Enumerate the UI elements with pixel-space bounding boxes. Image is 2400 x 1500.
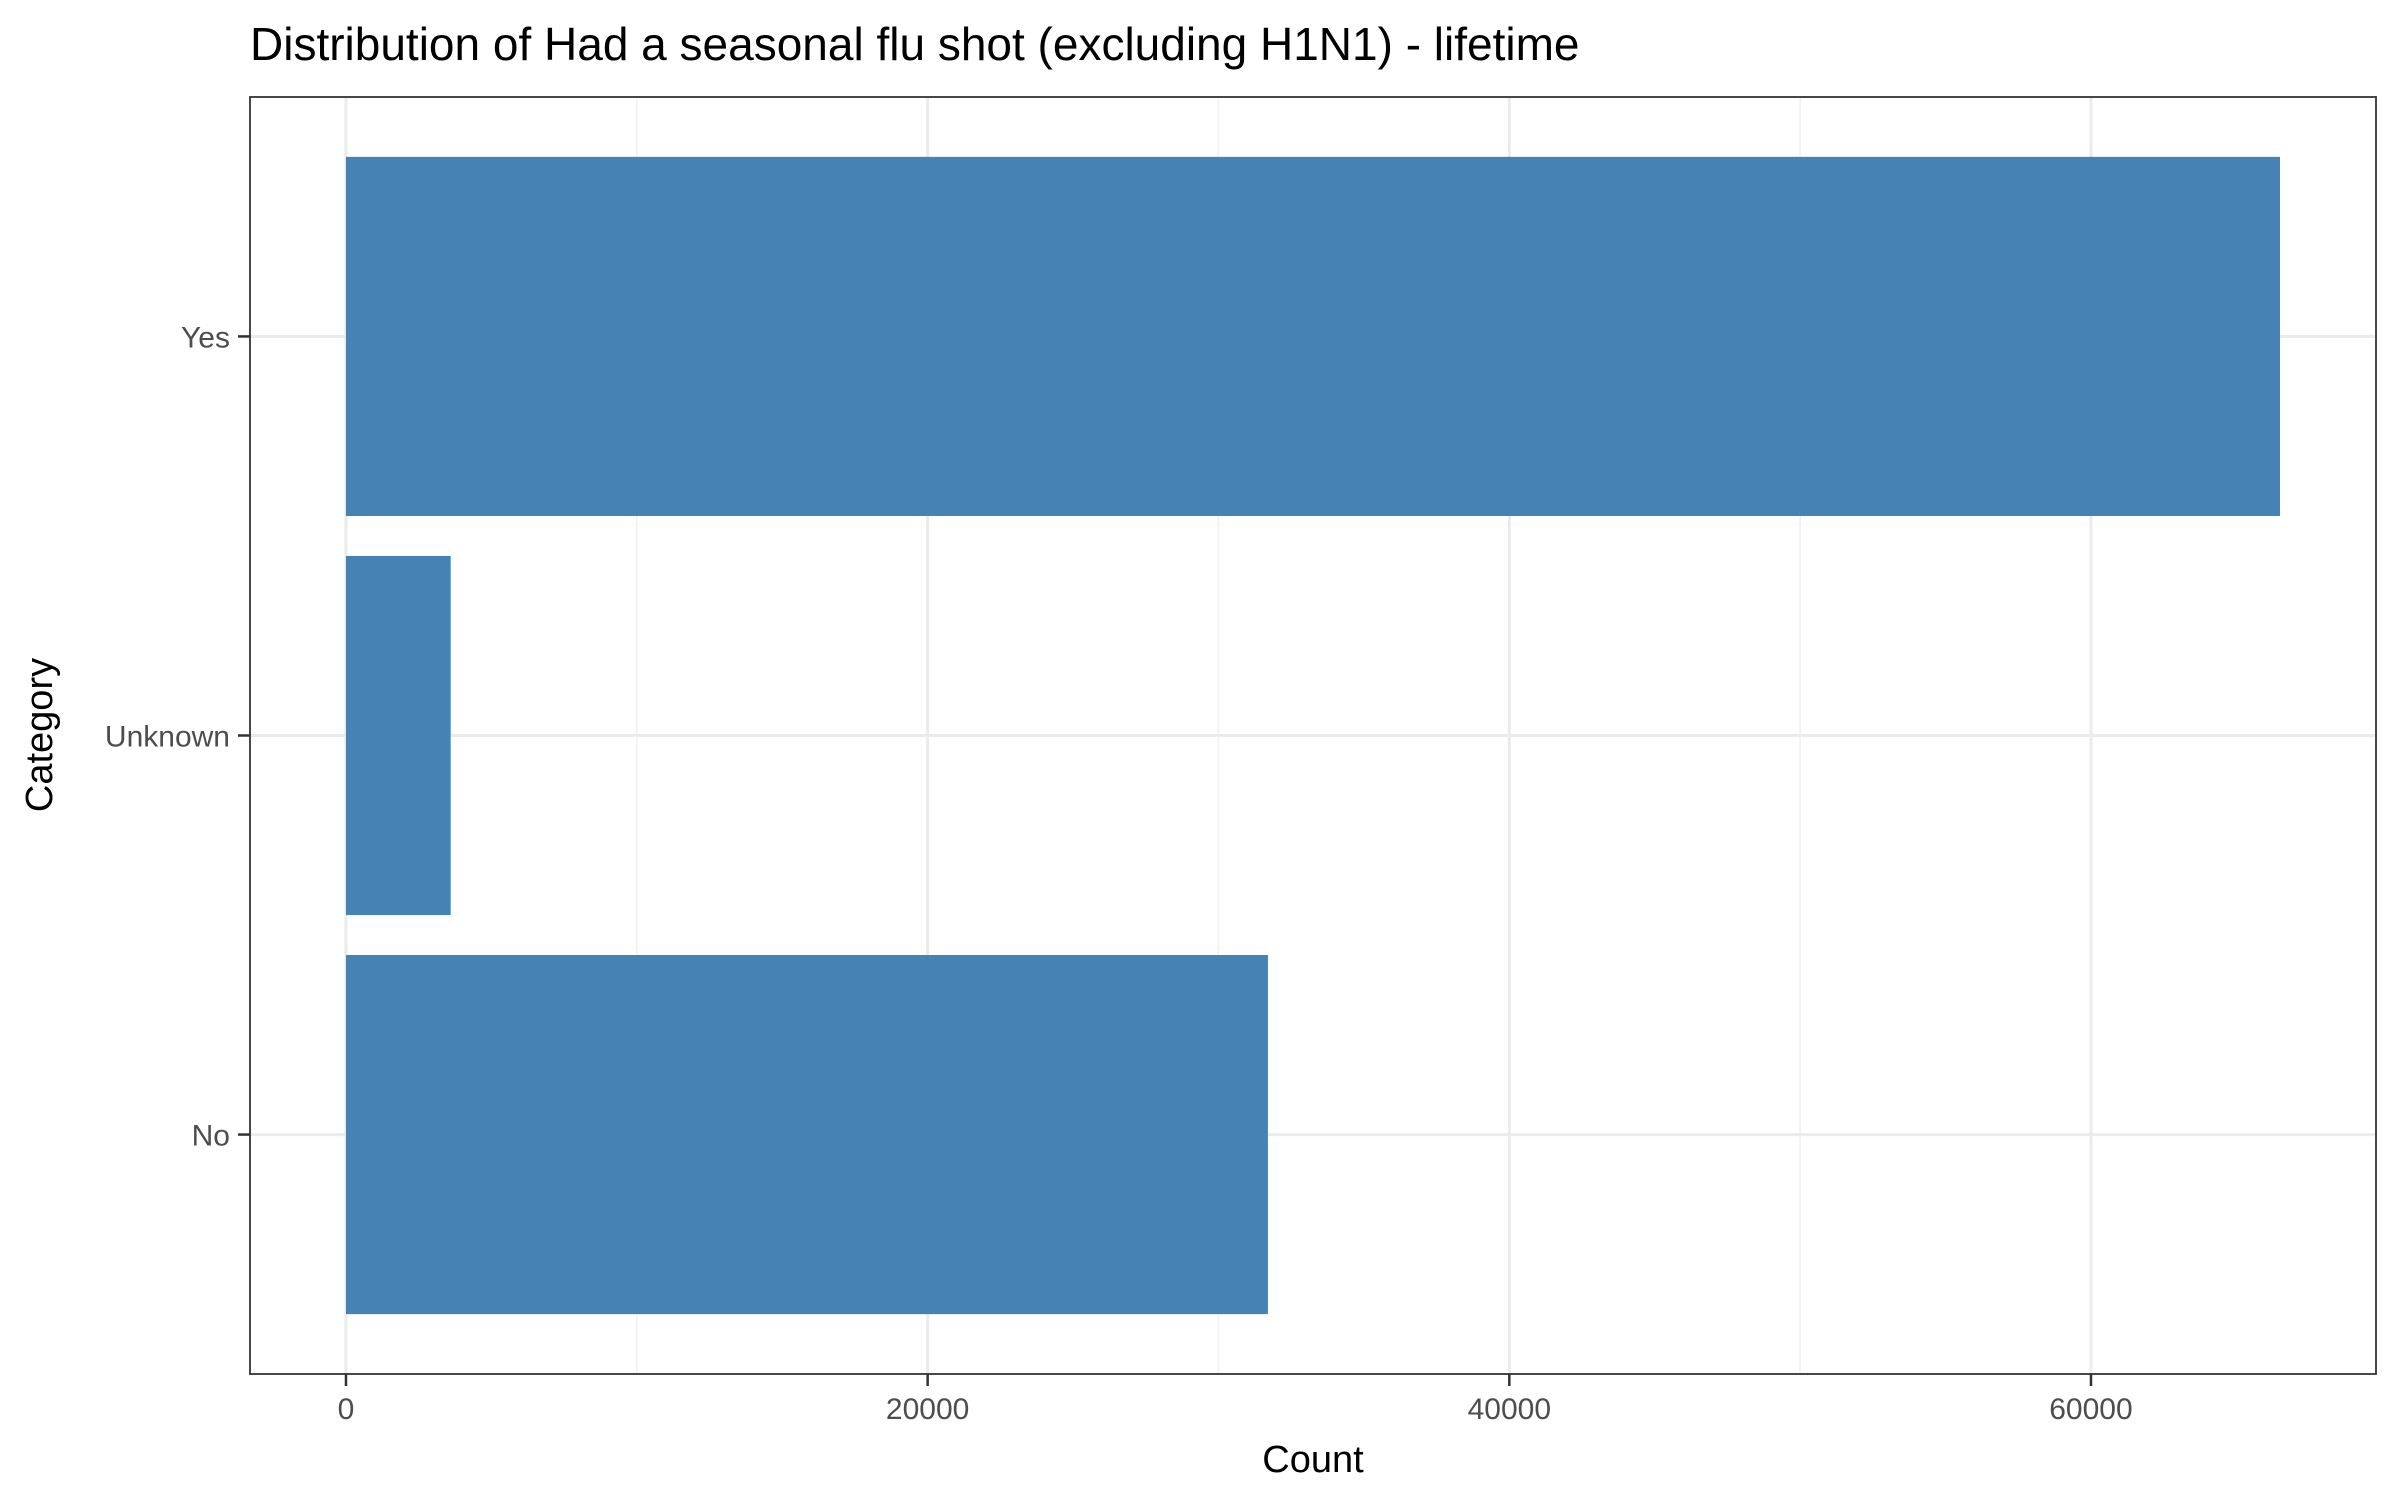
bar-unknown bbox=[345, 555, 451, 916]
chart-title: Distribution of Had a seasonal flu shot … bbox=[250, 18, 1580, 70]
bar-no bbox=[345, 954, 1268, 1315]
y-axis: No Unknown Yes bbox=[105, 321, 250, 1153]
y-axis-title: Category bbox=[19, 658, 61, 812]
y-tick-label: No bbox=[192, 1120, 230, 1153]
x-axis: 0 20000 40000 60000 bbox=[338, 1374, 2133, 1426]
x-tick-label: 20000 bbox=[886, 1393, 969, 1426]
y-tick-label: Yes bbox=[181, 321, 230, 354]
x-tick-label: 40000 bbox=[1468, 1393, 1551, 1426]
x-tick-label: 60000 bbox=[2049, 1393, 2132, 1426]
x-axis-title: Count bbox=[1262, 1439, 1364, 1481]
x-tick-label: 0 bbox=[338, 1393, 355, 1426]
bar-yes bbox=[345, 156, 2281, 517]
y-tick-label: Unknown bbox=[105, 721, 230, 754]
bars bbox=[345, 156, 2281, 1315]
